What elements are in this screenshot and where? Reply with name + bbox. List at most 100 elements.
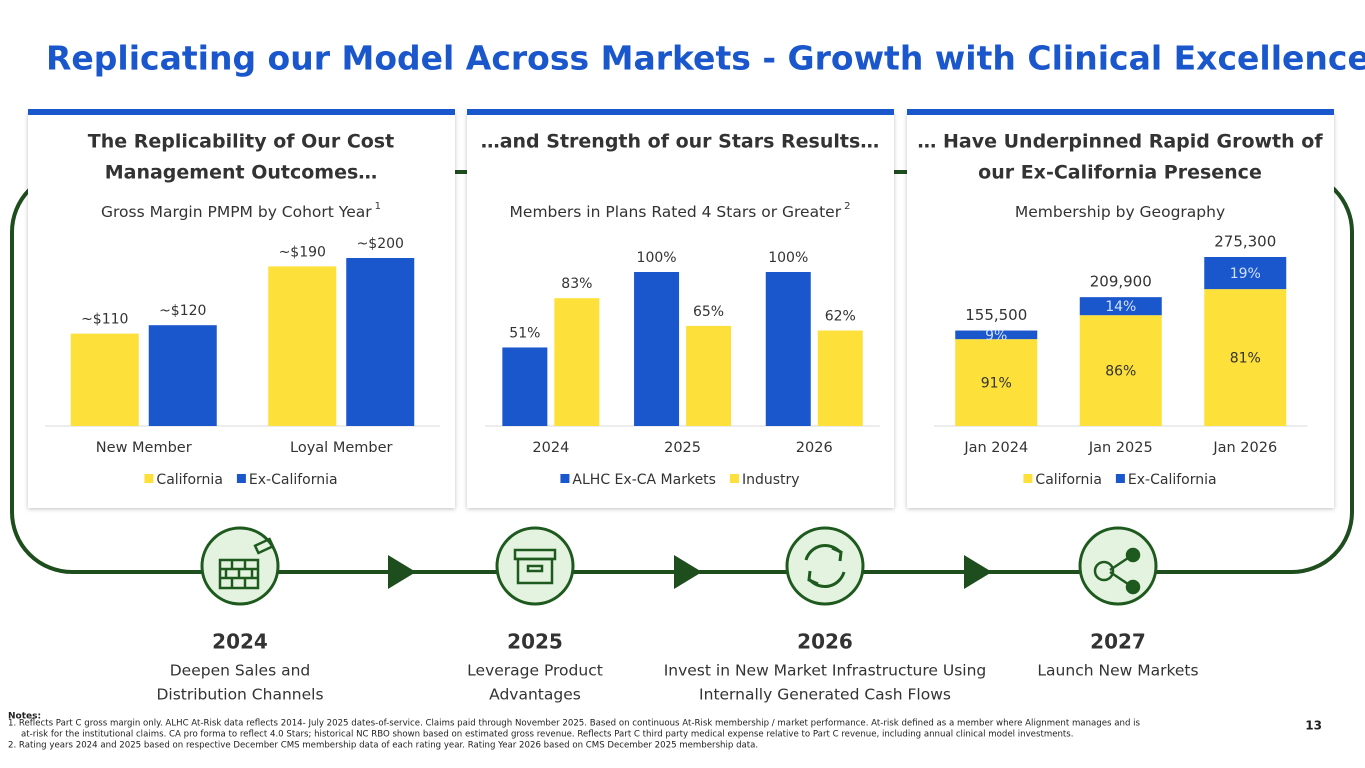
legend-label: ALHC Ex-CA Markets: [572, 472, 716, 488]
bar: [817, 330, 863, 426]
timeline-label: Internally Generated Cash Flows: [699, 686, 951, 704]
bar-segment: [955, 330, 1038, 340]
bar-segment: [1204, 289, 1287, 426]
chart-subtitle: Gross Margin PMPM by Cohort Year 1: [101, 201, 381, 221]
chart-subtitle: Members in Plans Rated 4 Stars or Greate…: [510, 201, 851, 221]
bar-segment: [1204, 257, 1287, 290]
total-label: 155,500: [965, 306, 1027, 324]
legend: ALHC Ex-CA Markets Industry: [560, 472, 800, 488]
timeline-label: Deepen Sales and: [170, 662, 310, 680]
subtitle-text: Membership by Geography: [1015, 203, 1225, 221]
note-line: 1. Reflects Part C gross margin only. AL…: [8, 719, 1141, 729]
note-line: 2. Rating years 2024 and 2025 based on r…: [8, 741, 758, 751]
data-label: 62%: [825, 309, 856, 325]
legend-label: California: [1035, 472, 1101, 488]
timeline-year: 2027: [1090, 630, 1146, 654]
x-tick-label: Jan 2026: [1212, 440, 1277, 456]
bar-segment: [955, 339, 1038, 426]
subtitle-note: 2: [844, 201, 850, 212]
chart-title: … Have Underpinned Rapid Growth of: [917, 131, 1323, 153]
x-tick-label: Loyal Member: [290, 440, 392, 456]
arrow: [674, 555, 702, 589]
bar: [765, 272, 811, 426]
bar: [268, 266, 337, 426]
timeline-year: 2025: [507, 630, 563, 654]
bar: [148, 325, 217, 426]
legend-label: California: [156, 472, 222, 488]
x-tick-label: New Member: [96, 440, 192, 456]
legend-swatch: [236, 474, 246, 483]
data-label: ~$190: [279, 244, 326, 260]
segment-label: 19%: [1230, 266, 1261, 282]
data-label: ~$120: [159, 303, 206, 319]
legend-swatch: [144, 474, 154, 483]
timeline-year: 2026: [797, 630, 853, 654]
icon-refresh: [804, 544, 846, 588]
legend-label: Industry: [742, 472, 800, 488]
legend: California Ex-California: [144, 472, 338, 488]
chart-title: …and Strength of our Stars Results…: [481, 131, 880, 153]
x-tick-label: Jan 2024: [963, 440, 1028, 456]
subtitle-text: Gross Margin PMPM by Cohort Year: [101, 203, 372, 221]
timeline-label: Leverage Product: [467, 662, 603, 680]
icons: [200, 526, 1158, 606]
timeline-label: Launch New Markets: [1037, 662, 1198, 680]
bar: [70, 333, 139, 426]
timeline-label: Advantages: [489, 686, 581, 704]
legend-swatch: [560, 474, 570, 483]
slide-title: Replicating our Model Across Markets - G…: [46, 39, 1365, 78]
icon-bricks: [218, 537, 275, 590]
notes-heading: Notes:: [8, 712, 41, 722]
bar: [346, 258, 415, 426]
timeline-label: Distribution Channels: [156, 686, 323, 704]
panel-bar: [467, 109, 894, 115]
icon-share: [1093, 547, 1141, 595]
bar-segment: [1079, 297, 1162, 316]
legend: California Ex-California: [1023, 472, 1217, 488]
segment-label: 9%: [985, 328, 1007, 344]
total-label: 275,300: [1214, 233, 1276, 251]
subtitle-text: Members in Plans Rated 4 Stars or Greate…: [510, 203, 842, 221]
note-line: at-risk for the institutional claims. CA…: [21, 730, 1074, 740]
panel-bar: [28, 109, 455, 115]
legend-swatch: [729, 474, 739, 483]
chart-subtitle: Membership by Geography: [1015, 203, 1225, 221]
x-tick-label: 2024: [532, 440, 569, 456]
legend-label: Ex-California: [249, 472, 338, 488]
chart-title: The Replicability of Our Cost: [88, 131, 394, 153]
page-number: 13: [1305, 719, 1322, 733]
timeline-year: 2024: [212, 630, 268, 654]
timeline-label: Invest in New Market Infrastructure Usin…: [664, 662, 987, 680]
x-tick-label: 2026: [796, 440, 833, 456]
legend-swatch: [1115, 474, 1125, 483]
legend-label: Ex-California: [1128, 472, 1217, 488]
arrows: [388, 555, 992, 589]
data-label: 83%: [561, 276, 592, 292]
bar: [686, 325, 732, 426]
icon-box: [513, 548, 557, 585]
x-tick-label: Jan 2025: [1088, 440, 1153, 456]
data-label: 100%: [637, 250, 677, 266]
bar-segment: [1079, 315, 1162, 426]
data-label: 51%: [509, 325, 540, 341]
subtitle-note: 1: [375, 201, 381, 212]
segment-label: 91%: [981, 376, 1012, 392]
data-label: 100%: [768, 250, 808, 266]
segment-label: 86%: [1105, 364, 1136, 380]
data-label: ~$200: [357, 236, 404, 252]
icon-circle: [785, 526, 865, 606]
legend-swatch: [1023, 474, 1033, 483]
bar: [634, 272, 680, 426]
segment-label: 81%: [1230, 351, 1261, 367]
arrow: [388, 555, 416, 589]
data-label: 65%: [693, 304, 724, 320]
chart-title: Management Outcomes…: [105, 162, 378, 184]
data-label: ~$110: [81, 312, 128, 328]
chart-title: our Ex-California Presence: [978, 162, 1262, 184]
total-label: 209,900: [1090, 273, 1152, 291]
bar: [554, 298, 600, 426]
arrow: [964, 555, 992, 589]
panel: [467, 112, 894, 508]
bar: [502, 347, 548, 426]
